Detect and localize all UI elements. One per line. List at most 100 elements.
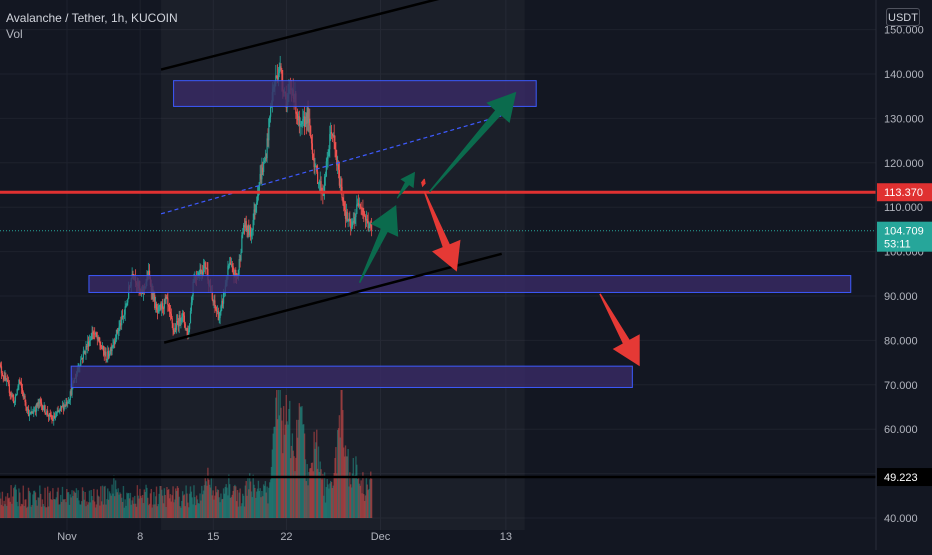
candle	[17, 386, 18, 390]
candle	[185, 324, 186, 329]
candle	[25, 402, 26, 407]
candle	[339, 170, 340, 186]
candle	[106, 360, 107, 361]
currency-badge[interactable]: USDT	[886, 8, 920, 26]
price-axis-panel[interactable]	[876, 0, 932, 550]
x-tick-label: Dec	[371, 531, 391, 543]
candle	[269, 117, 270, 119]
candle	[300, 124, 301, 125]
x-tick-label: 22	[280, 531, 292, 543]
candle	[235, 270, 236, 275]
candle	[356, 204, 357, 214]
candle	[301, 121, 302, 124]
candle	[180, 321, 181, 322]
candle	[215, 306, 216, 310]
candle	[361, 208, 362, 209]
candle	[171, 314, 172, 319]
candle	[112, 345, 113, 347]
candle	[352, 222, 353, 227]
candle	[125, 306, 126, 307]
candle	[15, 395, 16, 401]
candle	[24, 396, 25, 402]
candle	[336, 157, 337, 166]
candle	[2, 373, 3, 376]
candle	[123, 316, 124, 317]
candle	[241, 235, 242, 252]
candle	[270, 105, 271, 116]
candle	[281, 70, 282, 81]
y-tick-label: 130.000	[884, 113, 924, 125]
candle	[92, 332, 93, 333]
candle	[112, 347, 113, 351]
candle	[327, 156, 328, 158]
candle	[253, 220, 254, 230]
candle	[16, 395, 17, 396]
candle	[91, 339, 92, 340]
candle	[80, 360, 81, 366]
candle	[228, 266, 229, 267]
candle	[347, 212, 348, 221]
candle	[361, 207, 362, 208]
candle	[158, 307, 159, 312]
candle	[223, 293, 224, 304]
candle	[329, 134, 330, 149]
candle	[257, 196, 258, 202]
candle	[118, 331, 119, 333]
lower-zone	[71, 366, 632, 387]
candle	[85, 346, 86, 353]
candle	[334, 135, 335, 143]
candle	[325, 176, 326, 177]
candle	[179, 315, 180, 321]
candle	[9, 384, 10, 393]
y-tick-label: 70.000	[884, 380, 918, 392]
symbol-title[interactable]: Avalanche / Tether, 1h, KUCOIN	[6, 10, 178, 26]
candle	[344, 206, 345, 210]
candle	[127, 299, 128, 303]
candle	[103, 346, 104, 351]
candle	[335, 149, 336, 156]
candle	[246, 221, 247, 228]
support-price-label: 49.223	[884, 472, 918, 484]
candle	[205, 262, 206, 268]
candle	[341, 185, 342, 187]
candle	[326, 161, 327, 176]
candle	[255, 205, 256, 212]
candle	[3, 376, 4, 377]
candle	[220, 306, 221, 312]
candle	[349, 219, 350, 222]
candle	[279, 69, 280, 73]
candle	[331, 132, 332, 134]
candle	[334, 143, 335, 149]
y-tick-label: 60.000	[884, 424, 918, 436]
candle	[219, 318, 220, 320]
candle	[321, 181, 322, 192]
candle	[17, 389, 18, 394]
candle	[184, 316, 185, 324]
candle	[115, 339, 116, 343]
candle	[124, 315, 125, 316]
candle	[312, 143, 313, 154]
candle	[51, 418, 52, 419]
volume-indicator-label[interactable]: Vol	[6, 26, 178, 42]
candle	[159, 306, 160, 307]
candle	[203, 265, 204, 274]
candle	[43, 409, 44, 410]
candle	[19, 380, 20, 383]
y-tick-label: 40.000	[884, 513, 918, 525]
candle	[170, 312, 171, 314]
candle	[47, 411, 48, 415]
candle	[343, 202, 344, 206]
candle	[328, 149, 329, 156]
candle	[7, 380, 8, 382]
candle	[14, 402, 15, 403]
candle	[0, 364, 1, 366]
candle	[21, 383, 22, 388]
down-arrow-3	[599, 293, 639, 366]
chart-header: Avalanche / Tether, 1h, KUCOIN Vol	[6, 10, 178, 42]
candle	[40, 399, 41, 402]
x-tick-label: 8	[137, 531, 143, 543]
candle	[302, 119, 303, 121]
volume-bar	[371, 479, 372, 518]
candle	[239, 259, 240, 270]
